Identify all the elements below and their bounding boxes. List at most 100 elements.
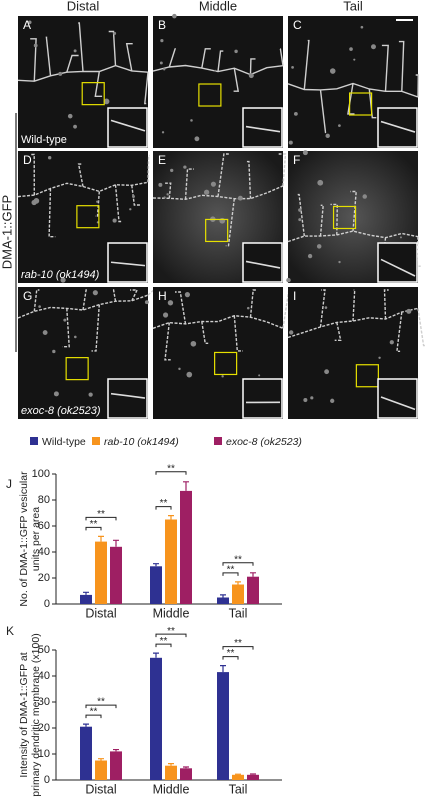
- puncta: [338, 124, 341, 127]
- dendrite: [152, 48, 284, 92]
- legend-swatch: [30, 437, 38, 445]
- dendrite: [152, 153, 287, 247]
- puncta: [349, 47, 353, 51]
- puncta: [330, 398, 335, 403]
- error-bar: [83, 723, 89, 727]
- puncta: [371, 44, 376, 50]
- x-tick-label: Tail: [229, 606, 248, 620]
- bar: [150, 657, 162, 780]
- puncta: [166, 193, 169, 196]
- bar: [95, 760, 107, 780]
- error-bar: [113, 539, 119, 547]
- y-tick-label: 50: [38, 644, 50, 656]
- column-header: Middle: [199, 0, 237, 13]
- significance-label: **: [234, 554, 242, 565]
- puncta: [53, 391, 59, 397]
- panel-letter: F: [293, 153, 300, 167]
- puncta: [246, 306, 250, 310]
- puncta: [190, 340, 197, 347]
- roi-box: [205, 218, 229, 243]
- significance-label: **: [227, 648, 235, 659]
- puncta: [234, 49, 238, 54]
- significance-label: **: [167, 626, 175, 637]
- roi-box: [214, 351, 238, 376]
- puncta: [389, 340, 394, 345]
- puncta: [159, 61, 163, 65]
- significance-bracket: [85, 516, 117, 521]
- inset-dendrite: [110, 392, 146, 399]
- puncta: [329, 68, 336, 74]
- puncta: [47, 156, 52, 160]
- column-header: Tail: [343, 0, 363, 13]
- error-bar: [153, 652, 159, 658]
- bar: [150, 566, 162, 604]
- puncta: [378, 356, 381, 359]
- puncta: [33, 198, 40, 204]
- significance-bracket: [222, 572, 239, 576]
- puncta: [172, 13, 177, 19]
- significance-label: **: [227, 565, 235, 576]
- inset-dendrite: [380, 396, 416, 411]
- puncta: [112, 218, 117, 223]
- error-bar: [250, 572, 256, 577]
- y-tick-label: 80: [38, 494, 50, 506]
- y-tick-label: 0: [44, 774, 50, 786]
- error-bar: [250, 773, 256, 775]
- puncta: [58, 71, 63, 76]
- significance-label: **: [90, 519, 98, 530]
- puncta: [113, 31, 117, 35]
- bar: [217, 672, 229, 780]
- puncta: [291, 65, 294, 69]
- y-axis-label: units per area: [30, 507, 42, 571]
- puncta: [194, 136, 200, 142]
- inset: [242, 378, 283, 419]
- dendrite: [287, 190, 421, 267]
- puncta: [38, 305, 41, 308]
- puncta: [60, 277, 66, 283]
- puncta: [214, 69, 217, 72]
- inset-dendrite: [380, 120, 416, 133]
- puncta: [186, 371, 193, 378]
- puncta: [360, 25, 364, 29]
- puncta: [163, 196, 166, 199]
- puncta: [96, 200, 99, 203]
- puncta: [248, 73, 254, 79]
- puncta: [131, 194, 135, 198]
- puncta: [183, 165, 187, 169]
- y-tick-label: 40: [38, 546, 50, 558]
- y-tick-label: 60: [38, 520, 50, 532]
- puncta: [298, 208, 302, 212]
- bar: [165, 519, 177, 604]
- y-axis-label: No. of DMA-1::GFP vesicular: [18, 471, 30, 607]
- panel-letter: E: [158, 153, 166, 167]
- panel-letter: B: [158, 18, 166, 32]
- error-bar: [83, 591, 89, 595]
- roi-box: [76, 205, 100, 229]
- panel-letter: J: [6, 477, 12, 491]
- y-tick-label: 40: [38, 670, 50, 682]
- error-bar: [183, 766, 189, 769]
- legend-label: rab-10 (ok1494): [104, 436, 179, 448]
- puncta: [289, 330, 294, 335]
- dendrite: [287, 289, 427, 352]
- inset-dendrite: [245, 260, 281, 269]
- significance-label: **: [90, 707, 98, 718]
- significance-bracket: [85, 714, 102, 719]
- puncta: [144, 300, 149, 305]
- error-bar: [220, 594, 226, 598]
- puncta: [27, 20, 32, 25]
- legend-swatch: [214, 437, 222, 445]
- dendrite: [287, 39, 420, 134]
- x-tick-label: Distal: [85, 782, 116, 796]
- significance-bracket: [85, 704, 117, 709]
- puncta: [286, 277, 291, 283]
- bar: [80, 726, 92, 780]
- significance-label: **: [160, 498, 168, 509]
- puncta: [52, 349, 56, 354]
- significance-bracket: [155, 643, 172, 648]
- error-bar: [235, 581, 241, 585]
- bar: [180, 768, 192, 780]
- significance-bracket: [155, 471, 187, 475]
- puncta: [190, 119, 193, 122]
- puncta: [73, 49, 77, 53]
